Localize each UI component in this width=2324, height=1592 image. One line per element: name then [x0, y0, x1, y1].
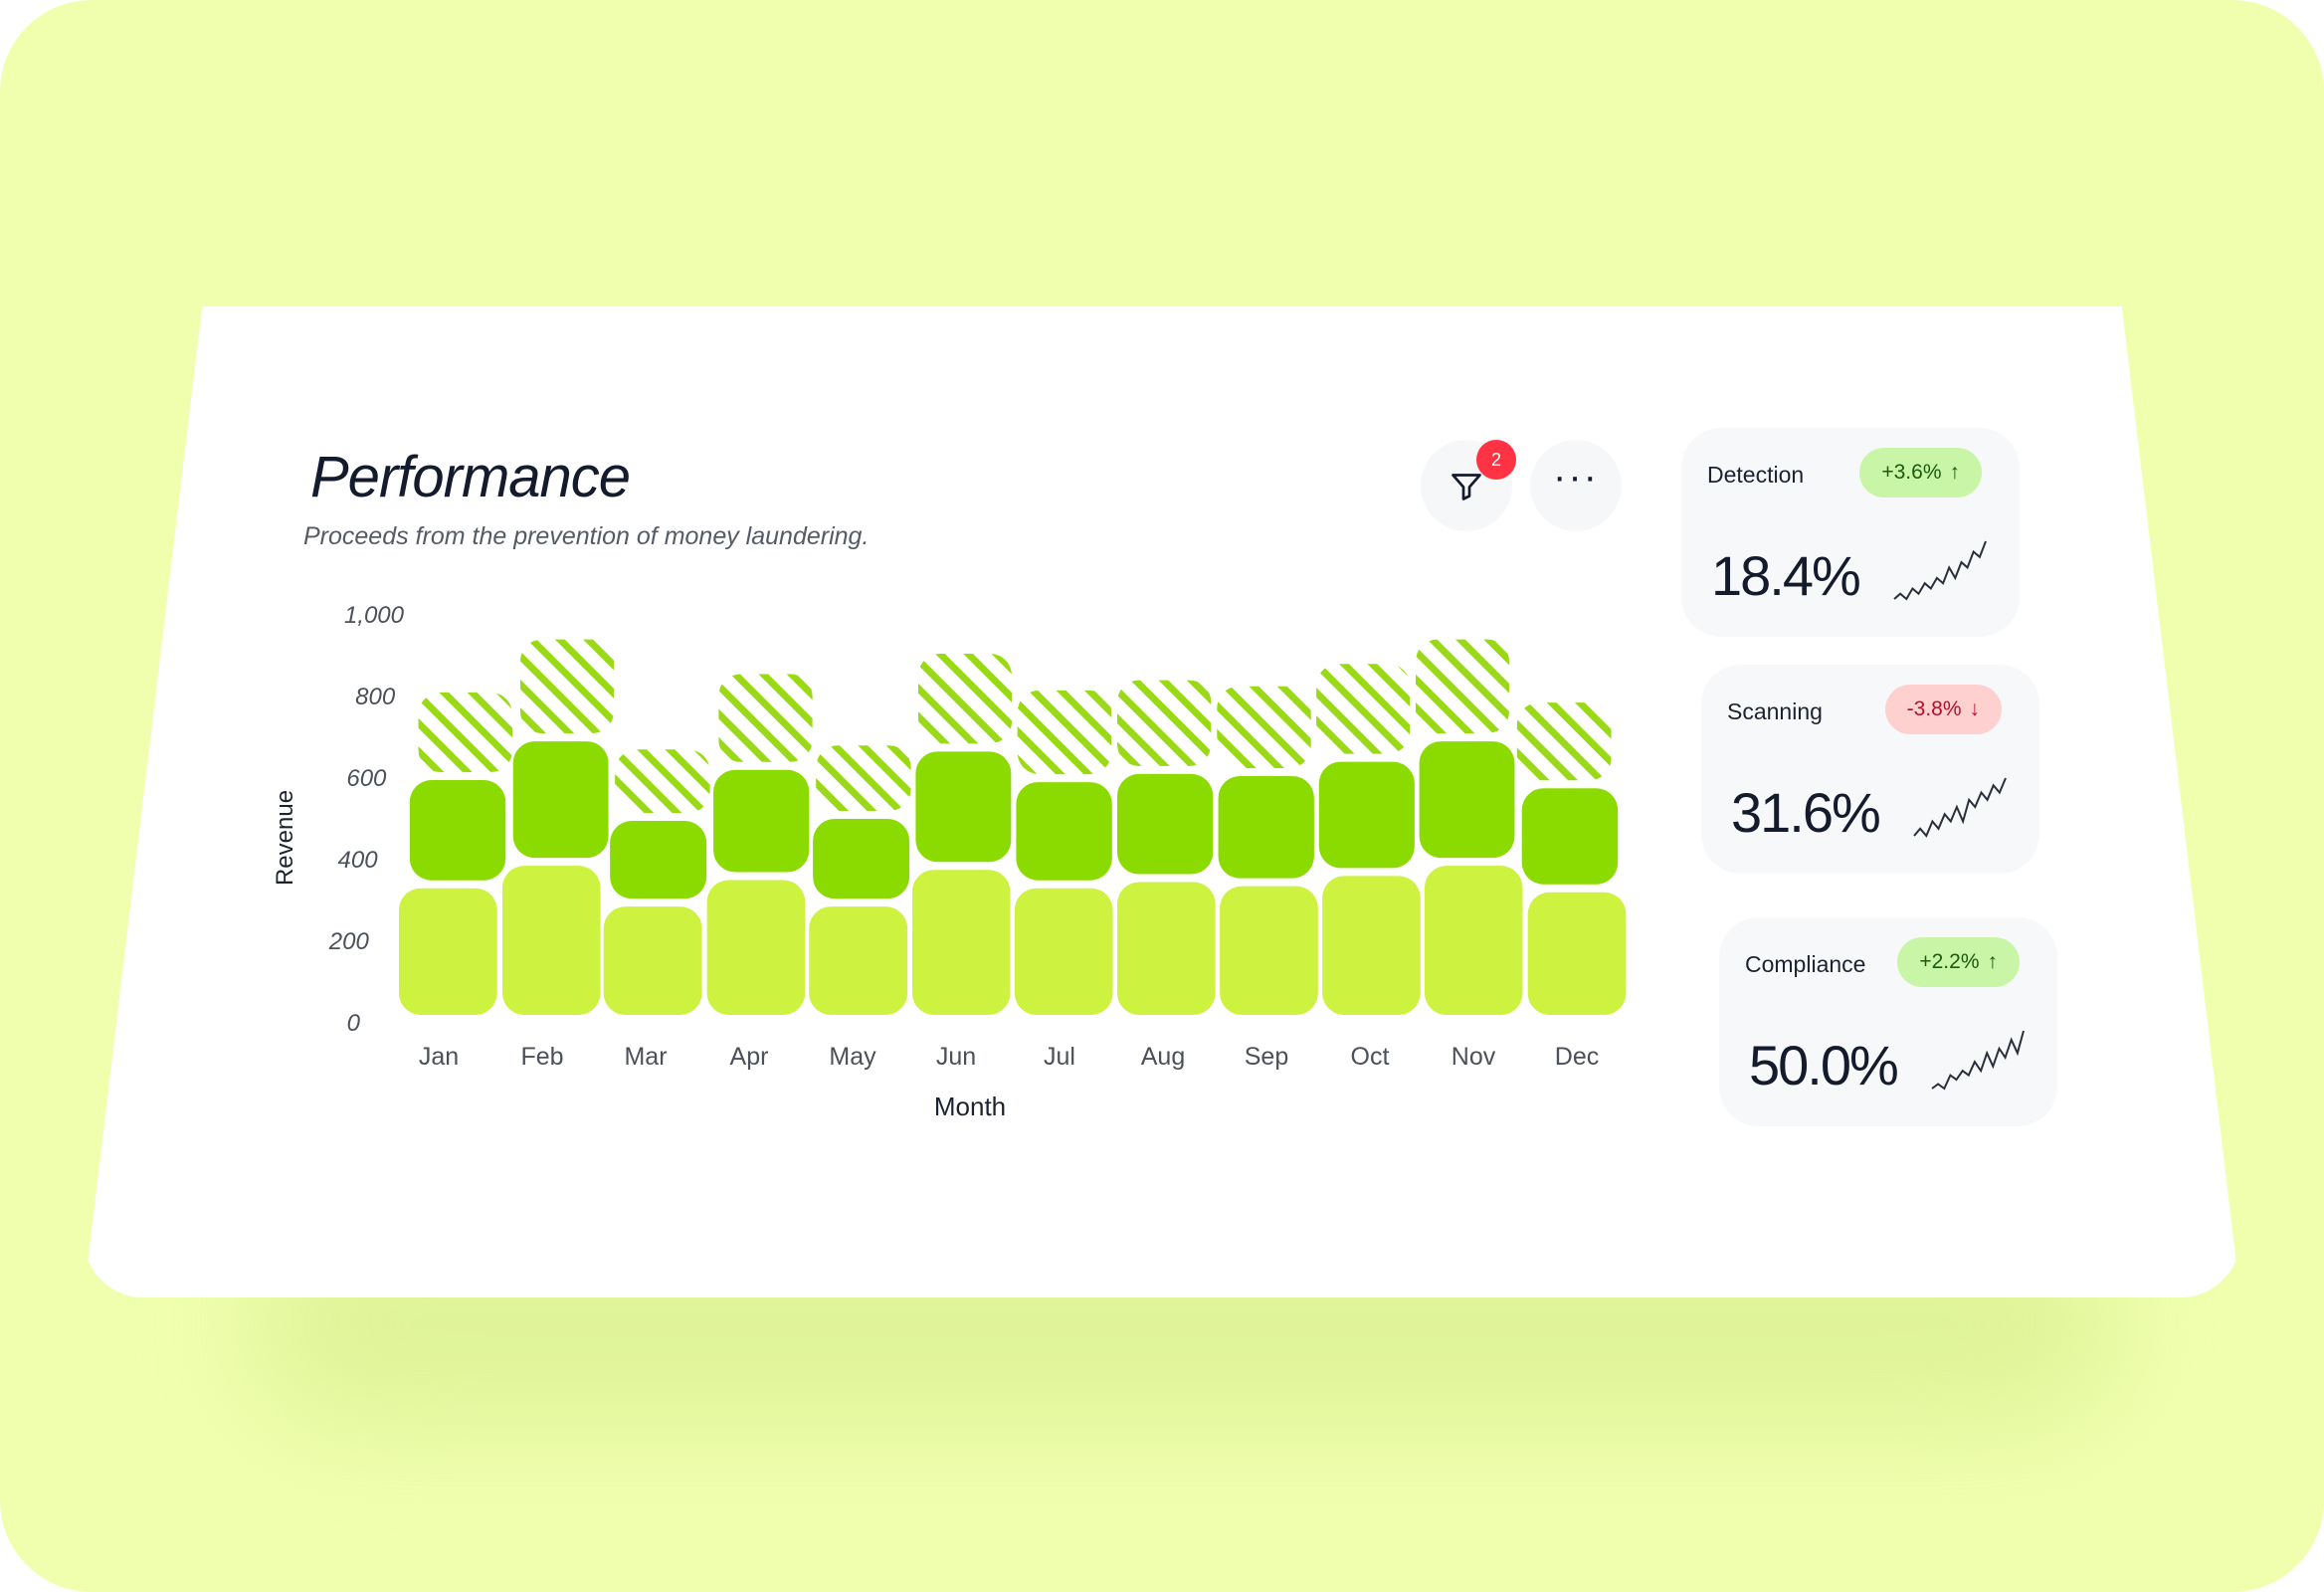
y-tick-label: 800	[355, 684, 396, 710]
bar-segment-base	[1014, 888, 1113, 1015]
bar-segment-middle	[1419, 741, 1515, 859]
bar-segment-hatched	[520, 639, 614, 734]
x-tick-label: Dec	[1555, 1043, 1599, 1071]
stat-card-compliance[interactable]: Compliance +2.2% ↑ 50.0%	[1719, 917, 2057, 1126]
x-tick-label: Feb	[520, 1043, 563, 1071]
bar-segment-base	[502, 866, 601, 1015]
x-axis-title: Month	[934, 1092, 1006, 1121]
bar-segment-middle	[915, 751, 1012, 863]
bar-segment-hatched	[718, 674, 813, 762]
arrow-down-icon: ↓	[1969, 697, 1981, 720]
bar-segment-middle	[610, 821, 707, 899]
bar-segment-hatched	[615, 749, 710, 814]
bar-segment-hatched	[816, 745, 911, 811]
stat-value: 18.4%	[1711, 544, 1861, 607]
y-tick-label: 200	[328, 928, 370, 955]
more-dots-icon: ···	[1553, 455, 1599, 498]
sparkline	[1893, 540, 1987, 601]
bar-segment-hatched	[1316, 664, 1411, 754]
bar-segment-middle	[1218, 775, 1314, 879]
x-tick-label: Jan	[419, 1043, 459, 1071]
bar-segment-base	[1220, 886, 1318, 1015]
bar-segment-middle	[813, 819, 910, 899]
bar-segment-hatched	[1017, 690, 1112, 775]
x-tick-label: Sep	[1245, 1043, 1288, 1071]
bar-segment-hatched	[1117, 680, 1212, 766]
bar-segment-hatched	[418, 692, 513, 773]
x-tick-label: May	[829, 1043, 876, 1071]
bar-segment-middle	[1521, 788, 1619, 885]
y-tick-label: 600	[346, 765, 387, 792]
sparkline	[1931, 1030, 2025, 1091]
sparkline-path	[1931, 1030, 2025, 1091]
stat-change-badge: -3.8% ↓	[1884, 685, 2002, 734]
bar-segment-base	[1527, 892, 1627, 1015]
stat-change-badge: +3.6% ↑	[1859, 448, 1982, 498]
filter-icon	[1452, 474, 1481, 500]
x-tick-label: Apr	[730, 1043, 769, 1071]
bar-segment-base	[399, 888, 497, 1015]
bar-segment-base	[1322, 876, 1421, 1015]
stat-change-badge: +2.2% ↑	[1897, 937, 2020, 987]
bar-segment-middle	[1016, 782, 1112, 881]
bar-segment-middle	[512, 741, 609, 859]
arrow-up-icon: ↑	[1987, 950, 1999, 973]
bar-segment-base	[809, 906, 908, 1015]
sparkline-path	[1913, 777, 2007, 838]
bar-segment-middle	[409, 780, 506, 881]
arrow-up-icon: ↑	[1949, 461, 1961, 484]
bar-segment-middle	[1318, 761, 1415, 869]
x-tick-label: Aug	[1141, 1043, 1185, 1071]
filter-count-badge: 2	[1476, 440, 1516, 480]
bar-segment-base	[911, 870, 1011, 1015]
page-subtitle: Proceeds from the prevention of money la…	[303, 522, 870, 550]
x-tick-label: Mar	[624, 1043, 667, 1071]
bar-segment-hatched	[918, 653, 1012, 744]
bar-segment-hatched	[1217, 686, 1311, 768]
bar-segment-base	[706, 880, 806, 1015]
stat-value: 31.6%	[1731, 781, 1881, 844]
more-options-button[interactable]: ···	[1530, 440, 1622, 531]
y-tick-label: 1,000	[344, 602, 405, 629]
sparkline-path	[1893, 540, 1987, 601]
stat-change-value: +2.2%	[1919, 950, 1980, 973]
stat-change-value: -3.8%	[1906, 697, 1962, 720]
page-title: Performance	[310, 445, 631, 509]
stat-label: Detection	[1707, 462, 1805, 488]
bar-segment-base	[1424, 866, 1523, 1015]
bar-segment-base	[1117, 882, 1216, 1015]
sparkline	[1913, 777, 2007, 838]
stat-label: Scanning	[1727, 698, 1823, 724]
bar-segment-middle	[713, 769, 810, 873]
bar-segment-middle	[1117, 773, 1214, 875]
x-tick-label: Nov	[1452, 1043, 1496, 1071]
bar-segment-base	[603, 906, 702, 1015]
bar-segment-hatched	[1516, 702, 1612, 781]
y-tick-label: 0	[347, 1010, 361, 1037]
stat-change-value: +3.6%	[1881, 461, 1942, 484]
stat-value: 50.0%	[1749, 1034, 1899, 1096]
stat-card-scanning[interactable]: Scanning -3.8% ↓ 31.6%	[1701, 665, 2039, 874]
x-tick-label: Jul	[1044, 1043, 1075, 1071]
x-tick-label: Jun	[936, 1043, 976, 1071]
x-tick-label: Oct	[1351, 1043, 1390, 1071]
stat-card-detection[interactable]: Detection +3.6% ↑ 18.4%	[1681, 428, 2020, 637]
bar-segment-hatched	[1416, 639, 1509, 734]
stat-label: Compliance	[1745, 951, 1866, 977]
y-axis-title: Revenue	[272, 790, 298, 886]
y-tick-label: 400	[338, 847, 379, 874]
